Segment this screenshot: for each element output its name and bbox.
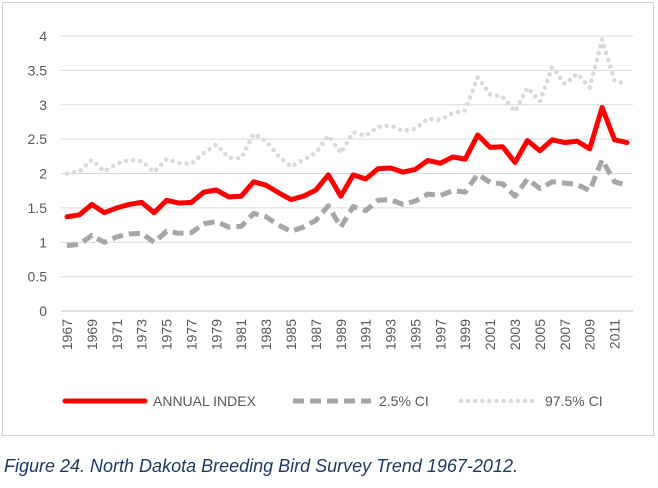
x-tick-label: 2007 (557, 319, 573, 350)
y-tick-label: 0 (39, 303, 47, 319)
legend-label-2: 97.5% CI (545, 393, 603, 409)
x-tick-label: 1979 (208, 319, 224, 350)
y-tick-label: 3 (39, 97, 47, 113)
chart-frame: 0 0.5 1 1.5 2 2.5 3 3.5 4 1967 1969 1971 1973 1975 19… (2, 2, 654, 436)
legend-label-1: 2.5% CI (379, 393, 429, 409)
x-tick-label: 2009 (582, 319, 598, 350)
legend: ANNUAL INDEX 2.5% CI 97.5% CI (62, 393, 603, 409)
y-tick-label: 0.5 (28, 269, 48, 285)
y-tick-label: 4 (39, 28, 47, 44)
x-tick-label: 1983 (258, 319, 274, 350)
x-tick-label: 1995 (407, 319, 423, 350)
series-line-1 (66, 157, 628, 249)
x-tick-label: 1973 (134, 319, 150, 350)
y-tick-label: 1 (39, 234, 47, 250)
x-tick-label: 2001 (482, 319, 498, 350)
y-tick-label: 2.5 (28, 131, 48, 147)
x-tick-label: 1977 (183, 319, 199, 350)
x-tick-label: 1987 (308, 319, 324, 350)
x-tick-label: 2003 (507, 319, 523, 350)
x-tick-label: 1971 (109, 319, 125, 350)
x-tick-label: 1985 (283, 319, 299, 350)
gridlines (61, 35, 633, 312)
y-tick-label: 1.5 (28, 200, 48, 216)
x-axis-ticks: 1967 1969 1971 1973 1975 1977 1979 1981 1983 1985… (59, 319, 623, 350)
y-tick-label: 3.5 (28, 62, 48, 78)
x-tick-label: 1967 (59, 319, 75, 350)
x-tick-label: 1981 (233, 319, 249, 350)
x-tick-label: 1993 (383, 319, 399, 350)
figure-caption: Figure 24. North Dakota Breeding Bird Su… (4, 456, 518, 476)
x-tick-label: 2005 (532, 319, 548, 350)
x-tick-label: 1969 (84, 319, 100, 350)
y-axis-ticks: 0 0.5 1 1.5 2 2.5 3 3.5 4 (28, 28, 48, 319)
line-chart: 00.511.522.533.54 1967 1969 1971 1973 1975 19… (28, 28, 633, 409)
y-tick-label: 2 (39, 166, 47, 182)
x-tick-label: 1997 (432, 319, 448, 350)
x-tick-label: 1975 (159, 319, 175, 350)
x-tick-label: 1999 (457, 319, 473, 350)
x-tick-label: 2011 (607, 319, 623, 349)
series-lines (64, 37, 630, 249)
series-line-2 (64, 37, 630, 176)
x-tick-label: 1989 (333, 319, 349, 350)
series-line-0 (64, 105, 630, 220)
legend-label-0: ANNUAL INDEX (153, 393, 257, 409)
x-tick-label: 1991 (358, 319, 374, 350)
